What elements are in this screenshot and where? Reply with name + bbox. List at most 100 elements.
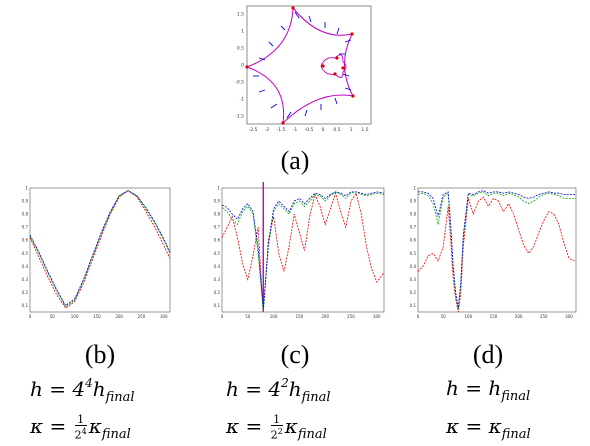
d-h-lhs: h = h bbox=[446, 376, 502, 400]
panel-c-y-tick-label: 0.6 bbox=[214, 238, 221, 243]
panel-b-y-tick-label: 0.4 bbox=[22, 264, 29, 269]
panel-c-x-tick-label: 150 bbox=[296, 314, 304, 319]
panel-a-caption: (a) bbox=[280, 146, 310, 175]
panel-c-y-tick-label: 0.8 bbox=[214, 212, 221, 217]
c-k-den-base: 2 bbox=[270, 428, 278, 442]
panel-d-x-tick-label: 50 bbox=[441, 314, 447, 319]
panel-b-y-tick-label: 0.1 bbox=[22, 303, 29, 308]
panel-a-axes-frame bbox=[246, 5, 372, 125]
panel-a-curve bbox=[245, 7, 354, 125]
panel-c-x-tick-label: 0 bbox=[221, 314, 224, 319]
b-h-exp: 4 bbox=[85, 376, 93, 390]
panel-a-x-tick-label: -1 bbox=[293, 127, 298, 133]
panel-b-y-tick-label: 0.2 bbox=[22, 290, 29, 295]
panel-a-x-tick-label: -2 bbox=[265, 127, 270, 133]
panel-d-series-blue bbox=[418, 190, 576, 309]
panel-d-y-tick-label: 0.8 bbox=[410, 212, 417, 217]
panel-a-x-tick-label: -0.5 bbox=[305, 127, 314, 133]
panel-a-normal-tick bbox=[342, 73, 350, 77]
panel-a-x-tick-label: 0.5 bbox=[333, 127, 340, 133]
panel-d-kappa-equation: κ = κfinal bbox=[446, 414, 531, 442]
panel-d-x-tick-label: 200 bbox=[515, 314, 523, 319]
panel-a-y-tick-label: 0.5 bbox=[237, 46, 244, 52]
panel-b-axes-frame bbox=[29, 187, 171, 313]
panel-a-x-tick-label: 1.5 bbox=[361, 127, 368, 133]
panel-d-plot: 1 0.9 0.8 0.7 0.6 0.5 0.4 0.3 0.2 0.1 0 50 100 150 200… bbox=[410, 186, 577, 319]
panel-c-x-tick-label: 100 bbox=[270, 314, 278, 319]
b-h-lhs: h = 4 bbox=[30, 377, 86, 401]
b-h-rhs: h bbox=[92, 377, 106, 401]
panel-d-y-tick-label: 0.5 bbox=[410, 251, 417, 256]
panel-b-y-tick-label: 0.5 bbox=[22, 251, 29, 256]
panel-d-x-tick-label: 250 bbox=[540, 314, 548, 319]
panel-d-y-tick-label: 0.3 bbox=[410, 277, 417, 282]
panel-c-x-tick-label: 250 bbox=[347, 314, 355, 319]
panel-c-series-red bbox=[221, 191, 385, 313]
panel-c-kappa-equation: κ = 1 22 κfinal bbox=[226, 414, 327, 442]
c-k-num: 1 bbox=[270, 414, 283, 427]
c-h-sub: final bbox=[301, 390, 331, 405]
panel-a-vertex-marker bbox=[281, 121, 285, 125]
panel-c-y-tick-label: 0.7 bbox=[214, 225, 221, 230]
panel-c-y-tick-label: 0.5 bbox=[214, 251, 221, 256]
panel-a-y-tick-label: 0 bbox=[241, 63, 244, 69]
panel-c-plot: 1 0.9 0.8 0.7 0.6 0.5 0.4 0.3 0.2 0.1 0 50 100 150 200… bbox=[214, 182, 385, 319]
c-k-fraction: 1 22 bbox=[270, 414, 283, 442]
panel-b-x-tick-label: 50 bbox=[50, 314, 56, 319]
panel-a-normal-tick bbox=[280, 25, 286, 31]
d-k-sub: final bbox=[501, 427, 531, 442]
panel-c-h-equation: h = 42hfinal bbox=[226, 376, 331, 405]
panel-d-x-tick-label: 100 bbox=[464, 314, 472, 319]
panel-d-y-tick-label: 0.9 bbox=[410, 199, 417, 204]
panel-b-y-tick-label: 0.6 bbox=[22, 238, 29, 243]
panel-a-vertex-marker bbox=[291, 6, 295, 10]
panel-a-x-tick-label: -2.5 bbox=[249, 127, 258, 133]
panel-d-h-equation: h = hfinal bbox=[446, 376, 530, 404]
panel-c-y-tick-label: 0.4 bbox=[214, 264, 221, 269]
panel-a-vertex-marker bbox=[321, 64, 325, 68]
c-k-rhs: κ bbox=[284, 414, 298, 438]
panel-b-x-tick-label: 0 bbox=[29, 314, 32, 319]
panel-c-axes-frame bbox=[221, 187, 385, 313]
panel-a-normal-tick bbox=[270, 103, 278, 109]
panel-d-x-tick-label: 0 bbox=[417, 314, 420, 319]
b-k-fraction: 1 24 bbox=[74, 414, 87, 441]
panel-d-y-tick-label: 0.6 bbox=[410, 238, 417, 243]
panel-a-x-tick-label: -1.5 bbox=[277, 127, 286, 133]
panel-b-y-tick-label: 0.8 bbox=[22, 212, 29, 217]
panel-b-x-tick-label: 150 bbox=[93, 314, 101, 319]
panel-a-vertex-marker bbox=[351, 94, 355, 98]
panel-a-normal-tick bbox=[344, 39, 352, 43]
d-k-lhs: κ = κ bbox=[446, 414, 502, 438]
panel-d-axes-frame bbox=[417, 187, 577, 313]
panel-a-y-tick-label: -1 bbox=[240, 97, 245, 103]
c-k-lhs: κ = bbox=[226, 414, 263, 438]
panel-d-y-tick-label: 0.1 bbox=[410, 303, 417, 308]
b-h-sub: final bbox=[105, 390, 135, 405]
b-k-den: 24 bbox=[75, 426, 87, 441]
panel-c-x-tick-label: 300 bbox=[373, 314, 381, 319]
panel-a-normal-tick bbox=[336, 27, 340, 35]
panel-a-normal-tick bbox=[334, 97, 338, 105]
panel-a-vertex-marker bbox=[333, 72, 337, 76]
panel-a-normal-tick bbox=[268, 41, 274, 47]
panel-c-y-tick-label: 0.2 bbox=[214, 290, 221, 295]
panel-c-y-tick-label: 0.9 bbox=[214, 199, 221, 204]
panel-a-normal-tick bbox=[294, 11, 300, 19]
panel-c-y-tick-label: 0.3 bbox=[214, 277, 221, 282]
b-k-den-base: 2 bbox=[74, 428, 82, 442]
panel-d-y-tick-label: 0.4 bbox=[410, 264, 417, 269]
panel-d-y-tick-label: 1 bbox=[413, 186, 416, 191]
panel-d-caption: (d) bbox=[472, 340, 504, 369]
panel-a-y-tick-label: -0.5 bbox=[235, 80, 244, 86]
b-k-num: 1 bbox=[74, 414, 87, 427]
panel-b-x-tick-label: 250 bbox=[138, 314, 146, 319]
panel-a-normal-tick bbox=[304, 109, 308, 117]
c-k-den-exp: 2 bbox=[277, 427, 283, 437]
panel-b-x-tick-label: 100 bbox=[71, 314, 79, 319]
panel-b-series-green bbox=[29, 190, 171, 308]
panel-b-kappa-equation: κ = 1 24 κfinal bbox=[30, 414, 131, 442]
panel-a-normal-tick bbox=[258, 89, 266, 93]
panel-b-caption: (b) bbox=[84, 340, 116, 369]
panel-a-plot: -2.5 -2 -1.5 -1 -0.5 0 0.5 1 1.5 1.5 1 0.5 0 -0.5 -1 -1… bbox=[235, 5, 372, 133]
